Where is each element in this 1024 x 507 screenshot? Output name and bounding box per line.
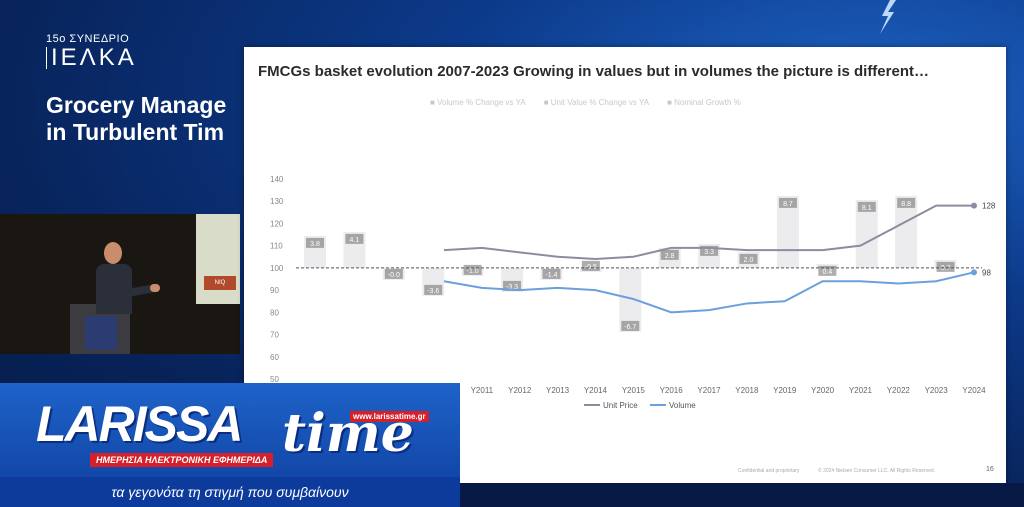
event-logo-big: ΙΕΛΚΑ	[46, 46, 137, 70]
series-end-label: 128	[982, 202, 996, 211]
top-legend-item: Volume % Change vs YA	[430, 98, 526, 107]
y-tick-label: 120	[270, 219, 284, 228]
bar-label-bg	[818, 265, 837, 276]
bar	[619, 267, 642, 332]
bar-label-bg	[463, 264, 482, 275]
bar-data-label: -3.6	[427, 288, 439, 295]
bar	[855, 199, 878, 268]
x-tick-label: Y2019	[773, 386, 797, 395]
legend-label: Volume	[669, 401, 696, 410]
bar-data-label: -3.3	[506, 284, 518, 291]
bar-data-label: 4.1	[350, 237, 360, 244]
x-tick-label: Y2012	[508, 386, 532, 395]
top-legend-item: Unit Value % Change vs YA	[544, 98, 649, 107]
bar-label-bg	[778, 197, 797, 208]
tagline-bar: τα γεγονότα τη στιγμή που συμβαίνουν	[0, 477, 460, 507]
bar-data-label: 3.3	[704, 249, 714, 256]
x-tick-label: Y2023	[925, 386, 949, 395]
bar-label-bg	[936, 261, 955, 272]
bar-label-bg	[857, 201, 876, 212]
y-tick-label: 90	[270, 286, 279, 295]
bar	[895, 195, 918, 268]
x-tick-label: Y2013	[546, 386, 570, 395]
bar-label-bg	[384, 268, 403, 279]
series-point	[971, 202, 977, 209]
bar-label-bg	[621, 320, 640, 331]
y-tick-label: 100	[270, 264, 284, 273]
bar-label-bg	[306, 237, 324, 248]
x-tick-label: Y2022	[887, 386, 911, 395]
bar-data-label: 3.8	[310, 241, 320, 248]
speaker-body	[96, 264, 132, 314]
y-tick-label: 110	[270, 242, 283, 251]
line-chart: 3.8 4.1 -0.0 -3.6 -1.0 -3.3 -1.4 -0.5 -6.7 2.8 3.3…	[270, 175, 996, 410]
series-line	[443, 204, 974, 261]
bar-label-bg	[897, 197, 916, 208]
x-tick-label: Y2015	[622, 386, 646, 395]
speaker-video-inset: NIQ	[0, 214, 240, 354]
footer-copyright: © 2024 Nielsen Consumer LLC. All Rights …	[818, 468, 936, 474]
y-tick-label: 140	[270, 175, 284, 184]
x-tick-label: Y2024	[962, 386, 986, 395]
projection-screen	[196, 214, 240, 304]
x-tick-label: Y2021	[849, 386, 873, 395]
speaker-banner: NIQ	[204, 276, 236, 290]
x-tick-label: Y2020	[811, 386, 835, 395]
event-title-line1: Grocery Manage	[46, 92, 227, 118]
x-tick-label: Y2011	[471, 386, 494, 395]
tagline: τα γεγονότα τη στιγμή που συμβαίνουν	[111, 484, 349, 500]
bar-label-bg	[739, 253, 758, 264]
footer-confidential: Confidential and proprietary	[738, 468, 800, 474]
podium-sign	[85, 316, 117, 350]
bar-label-bg	[542, 268, 561, 279]
bar-label-bg	[503, 280, 522, 291]
bar-label-bg	[660, 249, 679, 260]
event-logo: 15ο ΣΥΝΕΔΡΙΟ ΙΕΛΚΑ	[46, 33, 137, 70]
slide-title: FMCGs basket evolution 2007-2023 Growing…	[258, 63, 929, 80]
bar-data-label: -0.5	[585, 264, 597, 271]
event-title: Grocery Manage in Turbulent Tim	[46, 92, 226, 146]
bar-label-bg	[581, 260, 600, 271]
series-point	[971, 269, 977, 276]
x-tick-label: Y2016	[660, 386, 684, 395]
bar-label-bg	[424, 284, 443, 295]
bar-label-bg	[345, 233, 364, 244]
bar-data-label: 2.8	[665, 253, 675, 260]
bottom-strip	[460, 483, 1024, 507]
event-logo-small: 15ο ΣΥΝΕΔΡΙΟ	[46, 33, 130, 45]
speaker-hand	[150, 284, 160, 292]
legend-label: Unit Price	[603, 401, 638, 410]
series-end-label: 98	[982, 268, 991, 277]
logo-subtitle: ΗΜΕΡΗΣΙΑ ΗΛΕΚΤΡΟΝΙΚΗ ΕΦΗΜΕΡΙΔΑ	[90, 453, 274, 467]
bar-data-label: 8.8	[901, 201, 911, 208]
logo-url: www.larissatime.gr	[350, 411, 429, 422]
bar-data-label: -1.4	[545, 272, 557, 279]
top-legend: Volume % Change vs YA Unit Value % Chang…	[430, 98, 741, 107]
y-tick-label: 80	[270, 308, 279, 317]
logo-larissa-text: LARISSA	[36, 396, 243, 452]
x-tick-label: Y2018	[735, 386, 759, 395]
bar-data-label: -1.0	[467, 268, 479, 275]
page-number: 16	[986, 466, 994, 473]
bar-data-label: -6.7	[624, 324, 636, 331]
bar-data-label: 0.7	[941, 265, 951, 272]
x-tick-label: Y2014	[584, 386, 608, 395]
y-tick-label: 60	[270, 353, 279, 362]
series-line	[443, 271, 975, 314]
bar-data-label: -0.0	[388, 272, 400, 279]
bar-data-label: 8.7	[783, 201, 793, 208]
bar-label-bg	[700, 245, 719, 256]
larissatime-logo-overlay: LARISSA time www.larissatime.gr ΗΜΕΡΗΣΙΑ…	[0, 383, 460, 507]
y-tick-label: 130	[270, 197, 284, 206]
bar-data-label: 8.1	[862, 205, 872, 212]
top-legend-item: Nominal Growth %	[667, 98, 741, 107]
y-tick-label: 70	[270, 331, 279, 340]
speaker-head	[104, 242, 122, 264]
bar-data-label: 2.0	[744, 257, 754, 264]
x-tick-label: Y2017	[697, 386, 721, 395]
lightning-graphic	[880, 0, 896, 34]
bar-data-label: 0.4	[822, 269, 832, 276]
y-tick-label: 50	[270, 375, 279, 384]
event-title-line2: in Turbulent Tim	[46, 119, 225, 145]
